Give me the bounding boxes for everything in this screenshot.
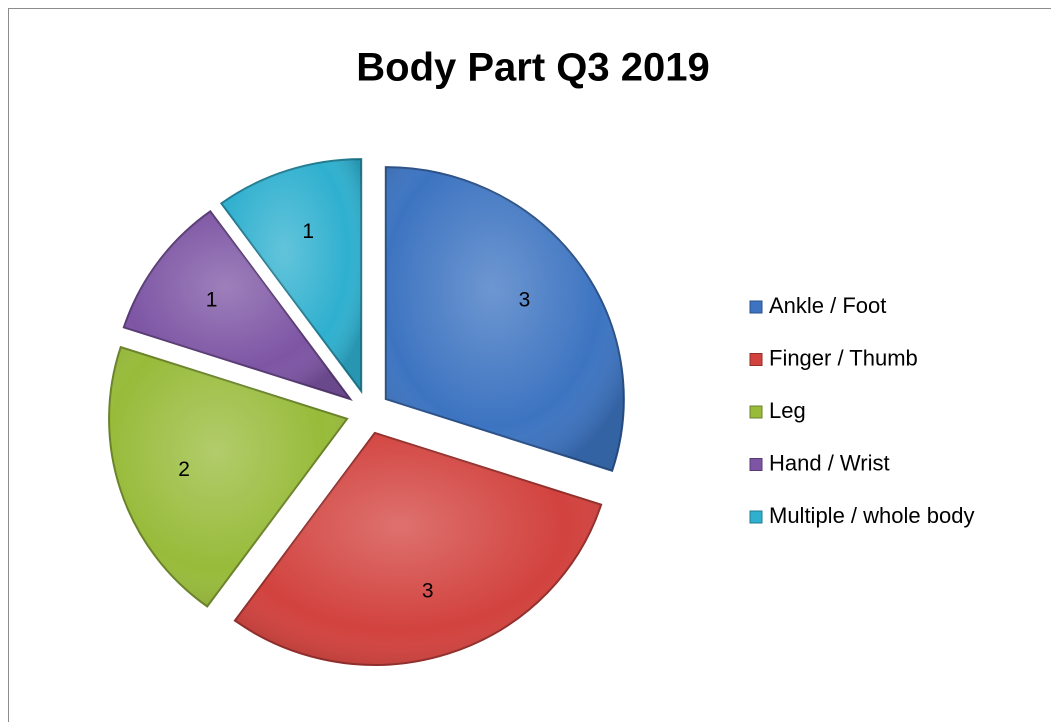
legend-label: Finger / Thumb bbox=[769, 345, 918, 370]
data-label: 3 bbox=[422, 579, 434, 602]
legend-label: Ankle / Foot bbox=[769, 293, 886, 318]
data-label: 1 bbox=[206, 288, 218, 311]
legend-swatch bbox=[749, 458, 763, 471]
legend-swatch bbox=[749, 405, 763, 419]
data-label: 3 bbox=[519, 288, 531, 311]
legend-swatch bbox=[749, 353, 763, 366]
legend-label: Multiple / whole body bbox=[769, 503, 974, 528]
data-label: 1 bbox=[302, 220, 314, 243]
legend-label: Leg bbox=[769, 398, 806, 423]
legend: Ankle / Foot Finger / Thumb Leg Hand / Wris… bbox=[749, 293, 974, 528]
legend-swatch bbox=[749, 510, 763, 524]
legend-label: Hand / Wrist bbox=[769, 450, 890, 475]
data-label: 2 bbox=[178, 458, 190, 481]
legend-swatch bbox=[749, 300, 763, 314]
chart-title: Body Part Q3 2019 bbox=[356, 46, 710, 90]
